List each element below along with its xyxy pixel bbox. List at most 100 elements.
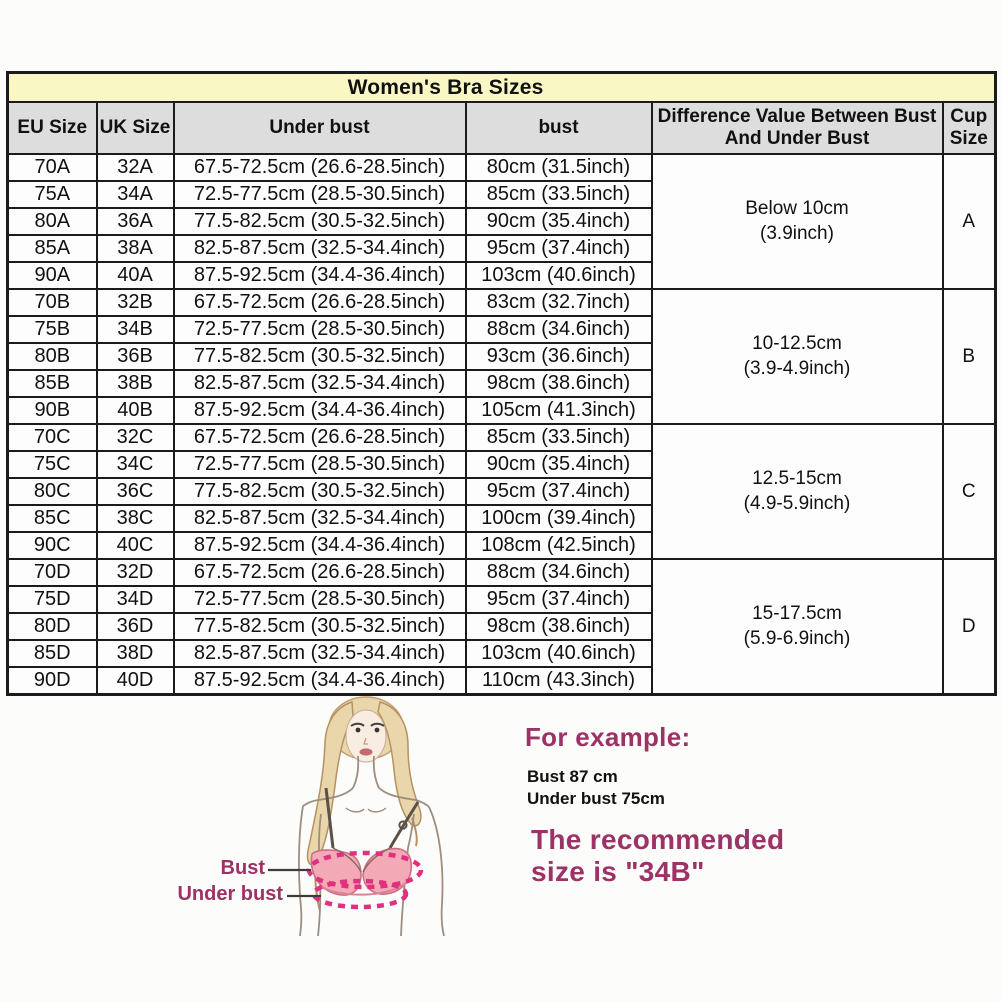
bust-cell: 108cm (42.5inch) — [464, 531, 653, 560]
header-bust: bust — [464, 101, 653, 155]
eu-size-cell: 80D — [6, 612, 98, 641]
eu-size-cell: 90B — [6, 396, 98, 425]
header-uk-size: UK Size — [95, 101, 175, 155]
cup-size-cell: D — [941, 558, 997, 696]
bust-cell: 100cm (39.4inch) — [464, 504, 653, 533]
header-eu-size: EU Size — [6, 101, 98, 155]
under-bust-cell: 72.5-77.5cm (28.5-30.5inch) — [172, 180, 467, 209]
uk-size-cell: 34D — [95, 585, 175, 614]
table-row: 70D 32D 67.5-72.5cm (26.6-28.5inch) 88cm (3… — [6, 558, 997, 696]
size-table: Women's Bra Sizes EU Size UK Size Under … — [6, 71, 998, 696]
eu-size-cell: 85A — [6, 234, 98, 263]
bust-cell: 98cm (38.6inch) — [464, 369, 653, 398]
under-bust-cell: 77.5-82.5cm (30.5-32.5inch) — [172, 342, 467, 371]
uk-size-cell: 38C — [95, 504, 175, 533]
underbust-tape-ellipse — [311, 878, 409, 910]
under-bust-cell: 82.5-87.5cm (32.5-34.4inch) — [172, 504, 467, 533]
recommended-size-line1: The recommended — [531, 824, 785, 855]
eu-size-cell: 80C — [6, 477, 98, 506]
table-row: 75C 34C 72.5-77.5cm (28.5-30.5inch) 90cm (3… — [6, 450, 996, 479]
eu-size-cell: 85B — [6, 369, 98, 398]
bust-cell: 88cm (34.6inch) — [464, 315, 653, 344]
example-bust-value: Bust 87 cm — [527, 767, 618, 786]
bra — [310, 787, 420, 896]
uk-size-cell: 40C — [95, 531, 175, 560]
eu-size-cell: 75D — [6, 585, 98, 614]
eu-size-cell: 70D — [6, 558, 98, 587]
uk-size-cell: 32B — [95, 288, 175, 317]
eu-size-cell: 70A — [6, 153, 98, 182]
bust-cell: 88cm (34.6inch) — [464, 558, 653, 587]
eu-size-cell: 75C — [6, 450, 98, 479]
uk-size-cell: 36C — [95, 477, 175, 506]
under-bust-cell: 77.5-82.5cm (30.5-32.5inch) — [172, 207, 467, 236]
uk-size-cell: 38A — [95, 234, 175, 263]
under-bust-cell: 77.5-82.5cm (30.5-32.5inch) — [172, 612, 467, 641]
under-bust-cell: 72.5-77.5cm (28.5-30.5inch) — [172, 315, 467, 344]
eu-size-cell: 85D — [6, 639, 98, 668]
bust-cell: 90cm (35.4inch) — [464, 450, 653, 479]
under-bust-cell: 67.5-72.5cm (26.6-28.5inch) — [172, 288, 467, 317]
bust-cell: 85cm (33.5inch) — [464, 423, 653, 452]
eu-size-cell: 90A — [6, 261, 98, 290]
cup-size-cell: C — [941, 423, 997, 560]
bust-cell: 83cm (32.7inch) — [464, 288, 653, 317]
bust-cell: 93cm (36.6inch) — [464, 342, 653, 371]
under-bust-cell: 82.5-87.5cm (32.5-34.4inch) — [172, 234, 467, 263]
recommended-size-line2: size is "34B" — [531, 856, 705, 887]
header-row: EU Size UK Size Under bust bust Differen… — [6, 101, 997, 155]
eu-size-cell: 75A — [6, 180, 98, 209]
header-cup-size: Cup Size — [941, 101, 997, 155]
eu-size-cell: 75B — [6, 315, 98, 344]
bust-cell: 95cm (37.4inch) — [464, 477, 653, 506]
bust-cell: 90cm (35.4inch) — [464, 207, 653, 236]
bust-cell: 103cm (40.6inch) — [464, 639, 653, 668]
eu-size-cell: 70B — [6, 288, 98, 317]
eu-size-cell: 80B — [6, 342, 98, 371]
uk-size-cell: 34A — [95, 180, 175, 209]
bust-cell: 80cm (31.5inch) — [464, 153, 653, 182]
table-row: 75D 34D 72.5-77.5cm (28.5-30.5inch) 95cm (3… — [6, 585, 996, 614]
under-bust-cell: 77.5-82.5cm (30.5-32.5inch) — [172, 477, 467, 506]
eu-size-cell: 90D — [6, 666, 98, 696]
difference-cell: 15-17.5cm (5.9-6.9inch) — [650, 558, 944, 696]
table-row: 70C 32C 67.5-72.5cm (26.6-28.5inch) 85cm (3… — [6, 423, 997, 560]
uk-size-cell: 32A — [95, 153, 175, 182]
table-body: 70A 32A 67.5-72.5cm (26.6-28.5inch) 80cm (3… — [6, 153, 997, 696]
under-bust-cell: 72.5-77.5cm (28.5-30.5inch) — [172, 450, 467, 479]
measurement-diagram: Bust Under bust — [150, 696, 482, 936]
eu-size-cell: 85C — [6, 504, 98, 533]
uk-size-cell: 40D — [95, 666, 175, 696]
bust-cell: 85cm (33.5inch) — [464, 180, 653, 209]
table-row: 70A 32A 67.5-72.5cm (26.6-28.5inch) 80cm (3… — [6, 153, 997, 290]
table-row: 90D 40D 87.5-92.5cm (34.4-36.4inch) 110cm (… — [6, 666, 996, 696]
table-row: 90C 40C 87.5-92.5cm (34.4-36.4inch) 108cm (… — [6, 531, 996, 560]
woman-bust-illustration — [268, 696, 445, 936]
under-bust-cell: 82.5-87.5cm (32.5-34.4inch) — [172, 639, 467, 668]
under-bust-cell: 87.5-92.5cm (34.4-36.4inch) — [172, 261, 467, 290]
eu-size-cell: 70C — [6, 423, 98, 452]
title-row: Women's Bra Sizes — [6, 71, 997, 103]
under-bust-cell: 87.5-92.5cm (34.4-36.4inch) — [172, 666, 467, 696]
table-title: Women's Bra Sizes — [6, 71, 997, 103]
under-bust-cell: 87.5-92.5cm (34.4-36.4inch) — [172, 531, 467, 560]
bust-cell: 95cm (37.4inch) — [464, 585, 653, 614]
bust-cell: 105cm (41.3inch) — [464, 396, 653, 425]
difference-cell: Below 10cm (3.9inch) — [650, 153, 944, 290]
bust-label: Bust — [220, 857, 265, 879]
table-row: 85B 38B 82.5-87.5cm (32.5-34.4inch) 98cm (3… — [6, 369, 996, 398]
bust-cell: 95cm (37.4inch) — [464, 234, 653, 263]
under-bust-cell: 67.5-72.5cm (26.6-28.5inch) — [172, 558, 467, 587]
uk-size-cell: 38D — [95, 639, 175, 668]
uk-size-cell: 32C — [95, 423, 175, 452]
uk-size-cell: 34B — [95, 315, 175, 344]
header-difference: Difference Value Between Bust And Under … — [650, 101, 944, 155]
uk-size-cell: 36D — [95, 612, 175, 641]
uk-size-cell: 36B — [95, 342, 175, 371]
under-bust-label: Under bust — [177, 883, 283, 905]
uk-size-cell: 38B — [95, 369, 175, 398]
eu-size-cell: 90C — [6, 531, 98, 560]
uk-size-cell: 36A — [95, 207, 175, 236]
table-row: 85C 38C 82.5-87.5cm (32.5-34.4inch) 100cm (… — [6, 504, 996, 533]
table-row: 85A 38A 82.5-87.5cm (32.5-34.4inch) 95cm (3… — [6, 234, 996, 263]
